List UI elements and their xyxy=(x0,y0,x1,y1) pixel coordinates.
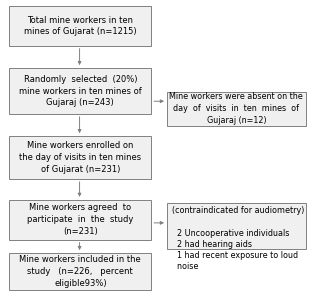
FancyBboxPatch shape xyxy=(9,200,151,240)
FancyBboxPatch shape xyxy=(9,136,151,179)
Text: (contraindicated for audiometry)

  2 Uncooperative individuals
  2 had hearing : (contraindicated for audiometry) 2 Uncoo… xyxy=(172,206,304,271)
FancyBboxPatch shape xyxy=(9,6,151,46)
FancyBboxPatch shape xyxy=(167,203,306,249)
Text: Mine workers enrolled on
the day of visits in ten mines
of Gujarat (n=231): Mine workers enrolled on the day of visi… xyxy=(19,141,141,174)
Text: Mine workers agreed  to
participate  in  the  study
(n=231): Mine workers agreed to participate in th… xyxy=(27,203,134,236)
Text: Mine workers were absent on the
day  of  visits  in  ten  mines  of
Gujaraj (n=1: Mine workers were absent on the day of v… xyxy=(169,92,303,125)
Text: Total mine workers in ten
mines of Gujarat (n=1215): Total mine workers in ten mines of Gujar… xyxy=(24,15,137,36)
Text: Mine workers included in the
study   (n=226,   percent
eligible93%): Mine workers included in the study (n=22… xyxy=(19,255,141,288)
FancyBboxPatch shape xyxy=(9,253,151,290)
FancyBboxPatch shape xyxy=(9,68,151,114)
Text: Randomly  selected  (20%)
mine workers in ten mines of
Gujaraj (n=243): Randomly selected (20%) mine workers in … xyxy=(19,75,142,107)
FancyBboxPatch shape xyxy=(167,92,306,126)
